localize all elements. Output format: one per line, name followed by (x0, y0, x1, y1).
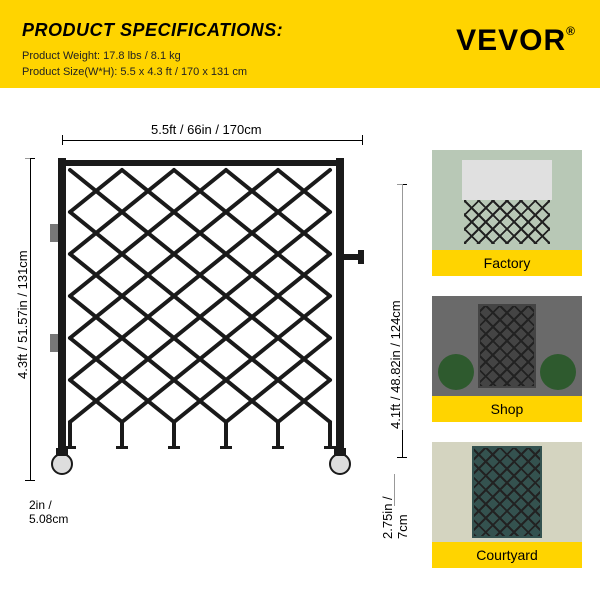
app-label-factory: Factory (432, 250, 582, 276)
app-card-factory: Factory (432, 150, 582, 276)
dim-caster-height: 2.75in / 7cm (380, 470, 410, 540)
app-card-courtyard: Courtyard (432, 442, 582, 568)
dim-arrow-left (30, 158, 31, 480)
app-label-courtyard: Courtyard (432, 542, 582, 568)
dim-width: 5.5ft / 66in / 170cm (150, 122, 263, 137)
app-image-shop (432, 296, 582, 396)
app-card-shop: Shop (432, 296, 582, 422)
spec-size: Product Size(W*H): 5.5 x 4.3 ft / 170 x … (22, 66, 247, 78)
specs-title: PRODUCT SPECIFICATIONS: (22, 20, 283, 41)
app-image-factory (432, 150, 582, 250)
dim-caster-width: 2in /5.08cm (28, 498, 69, 526)
app-image-courtyard (432, 442, 582, 542)
spec-weight: Product Weight: 17.8 lbs / 8.1 kg (22, 50, 181, 62)
app-label-shop: Shop (432, 396, 582, 422)
dim-height-total: 4.3ft / 51.57in / 131cm (15, 120, 30, 380)
dim-height-panel: 4.1ft / 48.82in / 124cm (388, 170, 403, 430)
brand-logo: VEVOR® (456, 24, 576, 58)
gate-diagram (40, 140, 380, 500)
application-list: Factory Shop Courtyard (432, 150, 582, 588)
